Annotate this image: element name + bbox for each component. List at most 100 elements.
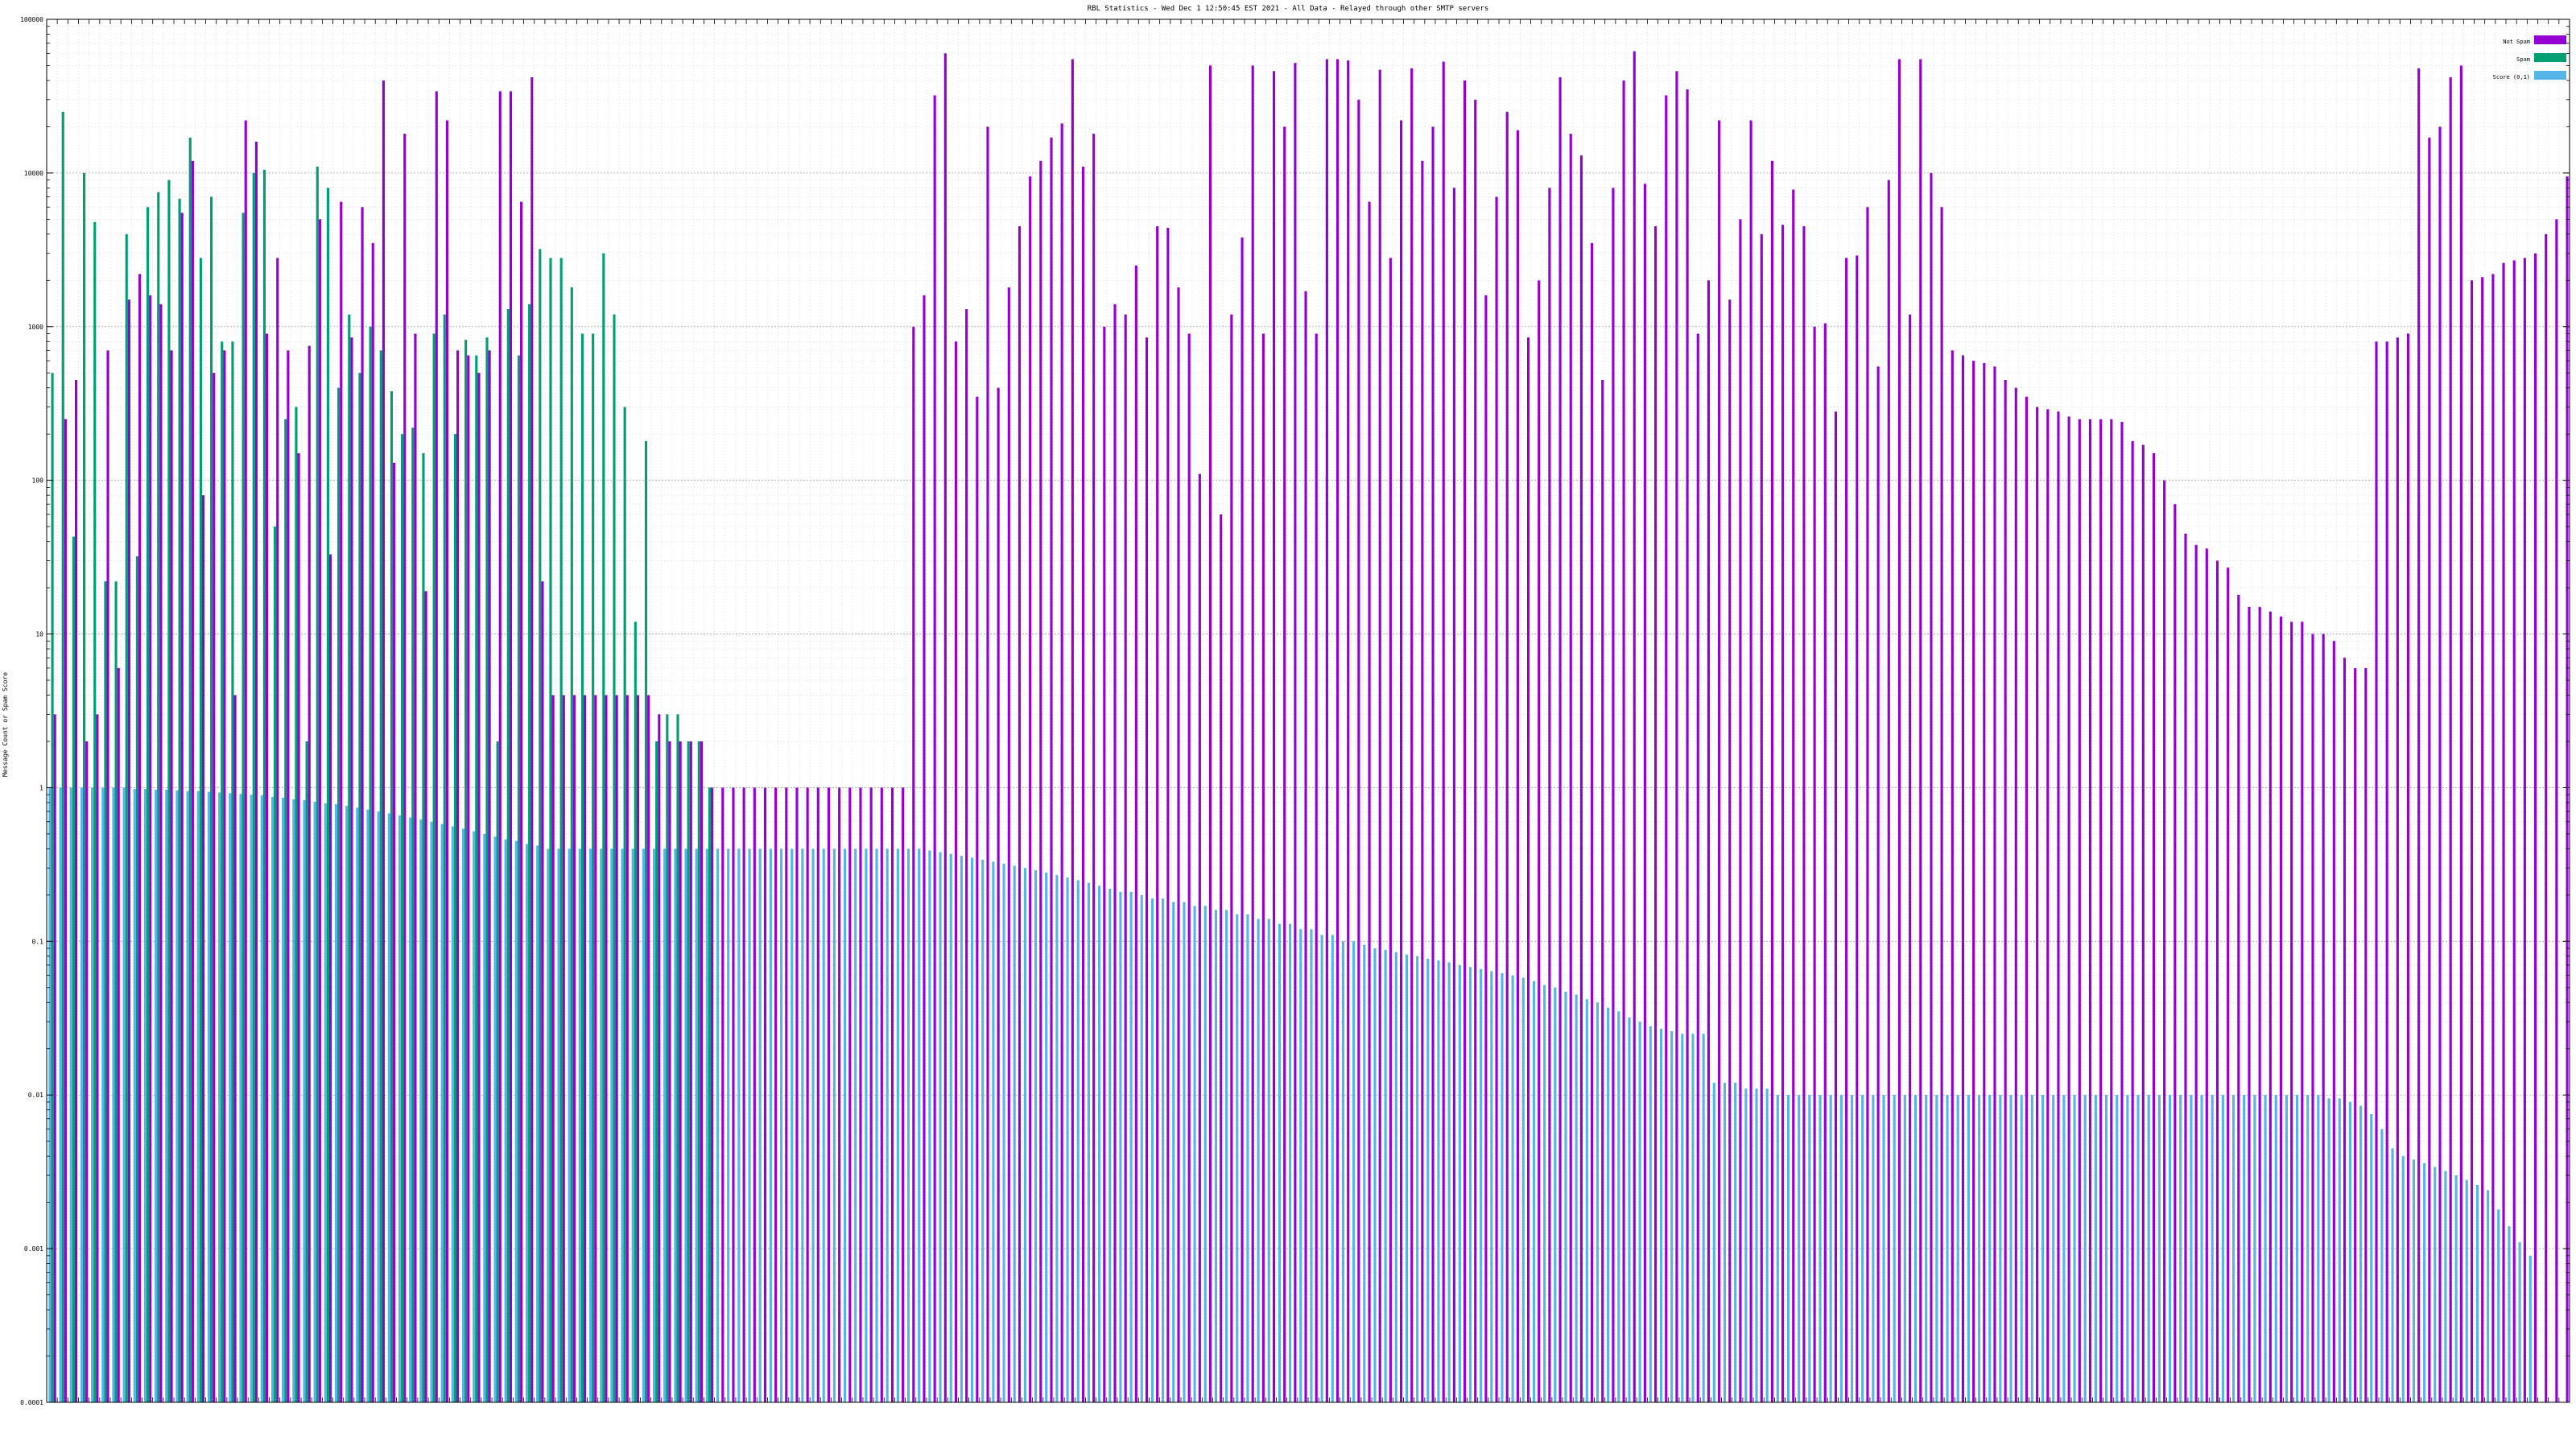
bar-not-spam xyxy=(2025,396,2029,1403)
bar-not-spam xyxy=(1951,350,1954,1403)
bar-score-0-1 xyxy=(1607,1007,1610,1402)
bar-spam xyxy=(475,355,478,1403)
bar-score-0-1 xyxy=(1363,944,1366,1402)
bar-score-0-1 xyxy=(1468,967,1472,1402)
bar-spam xyxy=(262,169,266,1402)
bar-spam xyxy=(358,373,361,1402)
bar-score-0-1 xyxy=(2359,1105,2363,1402)
bar-spam xyxy=(506,309,510,1403)
bar-not-spam xyxy=(2470,280,2474,1403)
bar-not-spam xyxy=(594,695,597,1402)
bar-not-spam xyxy=(2099,419,2103,1402)
y-tick-label: 100 xyxy=(32,477,44,485)
bar-not-spam xyxy=(1071,59,1074,1402)
bar-score-0-1 xyxy=(1023,868,1026,1402)
bar-not-spam xyxy=(2375,341,2378,1402)
bar-not-spam xyxy=(159,303,163,1402)
bar-score-0-1 xyxy=(2253,1095,2256,1402)
bar-not-spam xyxy=(2131,440,2134,1402)
bar-score-0-1 xyxy=(1829,1095,1832,1402)
bar-score-0-1 xyxy=(1755,1088,1758,1402)
bar-score-0-1 xyxy=(1055,874,1059,1402)
y-tick-label: 10000 xyxy=(24,170,43,177)
bar-not-spam xyxy=(1007,287,1010,1403)
bar-not-spam xyxy=(530,76,534,1403)
bar-score-0-1 xyxy=(2274,1095,2277,1402)
bar-spam xyxy=(559,258,563,1402)
bar-not-spam xyxy=(721,787,724,1402)
bar-not-spam xyxy=(127,299,130,1402)
bar-score-0-1 xyxy=(1988,1095,1992,1402)
bar-not-spam xyxy=(1018,226,1022,1402)
bar-score-0-1 xyxy=(1946,1095,1949,1402)
bar-score-0-1 xyxy=(2179,1095,2182,1402)
bar-not-spam xyxy=(2258,606,2261,1402)
bar-score-0-1 xyxy=(748,848,751,1402)
bar-not-spam xyxy=(1399,120,1403,1403)
bar-spam xyxy=(623,407,626,1403)
bar-not-spam xyxy=(2004,379,2007,1403)
bar-not-spam xyxy=(1770,160,1774,1403)
bar-spam xyxy=(157,192,160,1403)
bar-score-0-1 xyxy=(91,787,94,1402)
bar-not-spam xyxy=(2163,480,2166,1402)
bar-spam xyxy=(570,287,573,1403)
bar-not-spam xyxy=(1823,323,1827,1403)
bar-score-0-1 xyxy=(1734,1083,1737,1402)
bar-score-0-1 xyxy=(2020,1095,2023,1402)
bar-score-0-1 xyxy=(1490,971,1493,1402)
bar-score-0-1 xyxy=(1162,898,1165,1402)
bar-not-spam xyxy=(1495,196,1498,1402)
bar-score-0-1 xyxy=(1236,914,1239,1402)
bar-score-0-1 xyxy=(207,791,211,1402)
bar-not-spam xyxy=(2290,621,2293,1402)
bar-score-0-1 xyxy=(1150,898,1154,1402)
bar-score-0-1 xyxy=(949,853,952,1402)
bar-spam xyxy=(316,166,319,1402)
bar-score-0-1 xyxy=(196,791,200,1402)
bar-score-0-1 xyxy=(483,833,486,1402)
bar-spam xyxy=(231,341,234,1402)
bar-score-0-1 xyxy=(1310,929,1313,1402)
bar-score-0-1 xyxy=(2465,1179,2468,1402)
bar-spam xyxy=(305,741,308,1402)
bar-score-0-1 xyxy=(1341,941,1345,1402)
bar-not-spam xyxy=(2428,137,2431,1403)
bar-spam xyxy=(104,581,107,1402)
bar-not-spam xyxy=(456,350,460,1403)
bar-spam xyxy=(687,741,690,1402)
bar-score-0-1 xyxy=(2264,1095,2267,1402)
legend-not-spam-swatch xyxy=(2534,35,2566,44)
bar-not-spam xyxy=(318,219,321,1402)
bar-score-0-1 xyxy=(684,848,687,1402)
bar-not-spam xyxy=(965,309,968,1403)
bar-score-0-1 xyxy=(514,840,518,1402)
bar-not-spam xyxy=(308,345,311,1402)
bar-score-0-1 xyxy=(218,792,221,1402)
bar-not-spam xyxy=(1357,99,1360,1402)
bar-spam xyxy=(167,180,171,1402)
bar-not-spam xyxy=(1548,188,1551,1402)
bar-not-spam xyxy=(2406,333,2410,1403)
bar-not-spam xyxy=(1220,514,1223,1402)
y-tick-label: 100000 xyxy=(20,16,43,23)
bar-score-0-1 xyxy=(1267,919,1270,1402)
bar-spam xyxy=(580,333,584,1403)
bar-score-0-1 xyxy=(1183,902,1186,1402)
bar-score-0-1 xyxy=(1289,923,1292,1402)
bar-score-0-1 xyxy=(1373,948,1377,1402)
bar-score-0-1 xyxy=(2317,1095,2320,1402)
bar-not-spam xyxy=(912,326,915,1402)
bar-spam xyxy=(369,326,372,1402)
bar-score-0-1 xyxy=(377,811,380,1402)
bar-not-spam xyxy=(2396,337,2399,1402)
bar-spam xyxy=(83,172,86,1402)
bar-score-0-1 xyxy=(473,831,476,1402)
bar-spam xyxy=(125,233,128,1403)
bar-score-0-1 xyxy=(621,848,624,1402)
bar-not-spam xyxy=(1177,287,1180,1403)
bar-not-spam xyxy=(1113,303,1117,1402)
bar-score-0-1 xyxy=(2412,1159,2415,1402)
bar-score-0-1 xyxy=(2126,1095,2129,1402)
bar-not-spam xyxy=(445,120,448,1403)
